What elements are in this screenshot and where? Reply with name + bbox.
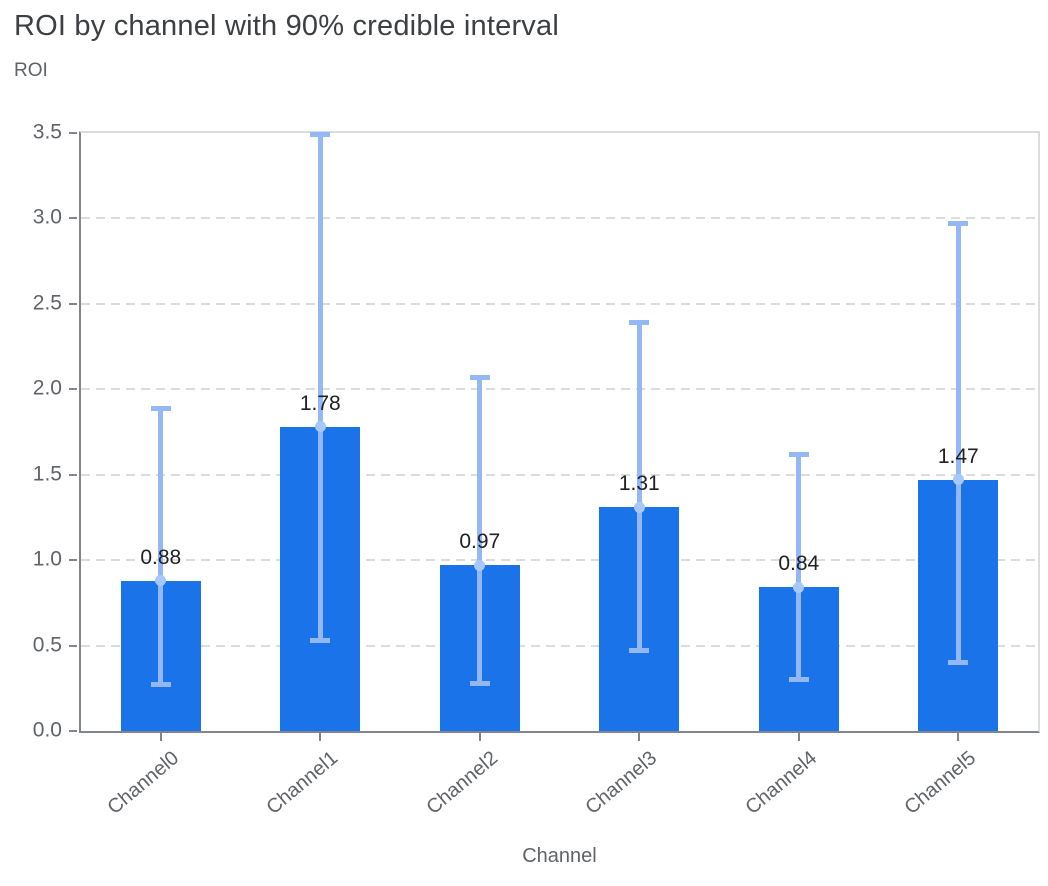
y-tick-label: 0.0 bbox=[32, 718, 62, 742]
x-axis-tick bbox=[957, 733, 960, 741]
x-tick-label: Channel1 bbox=[262, 747, 343, 819]
x-axis-title: Channel bbox=[522, 845, 597, 867]
y-axis-title: ROI bbox=[14, 60, 48, 81]
error-bar-cap-bottom bbox=[948, 660, 969, 666]
error-bar-line bbox=[955, 223, 961, 663]
bar-value-label: 0.88 bbox=[140, 545, 182, 569]
error-bar-cap-bottom bbox=[150, 682, 171, 688]
error-bar-cap-top bbox=[948, 221, 969, 227]
x-tick-label: Channel4 bbox=[741, 747, 821, 819]
y-tick-label: 1.0 bbox=[32, 547, 62, 571]
error-bar-line bbox=[317, 134, 323, 641]
mean-marker bbox=[314, 421, 326, 433]
gridline bbox=[81, 302, 1038, 305]
x-axis-tick bbox=[319, 733, 322, 741]
x-axis-tick bbox=[478, 733, 481, 741]
y-tick-label: 2.5 bbox=[32, 291, 62, 315]
y-tick-label: 3.5 bbox=[32, 120, 62, 144]
x-axis-tick bbox=[159, 733, 162, 741]
mean-marker bbox=[793, 581, 805, 593]
error-bar-cap-bottom bbox=[629, 648, 650, 654]
y-axis-tick bbox=[69, 644, 77, 647]
error-bar-cap-top bbox=[788, 451, 809, 457]
bar-value-label: 0.97 bbox=[459, 530, 501, 554]
x-tick-label: Channel5 bbox=[900, 747, 981, 819]
error-bar-cap-top bbox=[629, 320, 650, 326]
error-bar-line bbox=[636, 322, 642, 651]
gridline bbox=[81, 388, 1038, 391]
y-axis-tick bbox=[69, 559, 77, 562]
error-bar-line bbox=[158, 408, 164, 685]
error-bar-line bbox=[796, 454, 802, 680]
x-tick-label: Channel0 bbox=[103, 747, 183, 819]
y-axis-tick bbox=[69, 302, 77, 305]
y-tick-label: 1.5 bbox=[32, 462, 62, 486]
bar-value-label: 0.84 bbox=[778, 552, 820, 576]
x-axis-tick bbox=[797, 733, 800, 741]
bar-value-label: 1.31 bbox=[618, 472, 660, 496]
plot-area: 0.0 0.5 1.0 1.5 2.0 2.5 3.0 3.5 0.88 Channel0 1.78… bbox=[33, 121, 1040, 819]
x-axis-tick bbox=[638, 733, 641, 741]
y-tick-label: 2.0 bbox=[32, 376, 62, 400]
y-axis-tick bbox=[69, 473, 77, 476]
error-bar-cap-bottom bbox=[469, 680, 490, 686]
bar-value-label: 1.47 bbox=[937, 444, 979, 468]
mean-marker bbox=[474, 559, 486, 571]
plot-inner: 0.0 0.5 1.0 1.5 2.0 2.5 3.0 3.5 0.88 Channel0 1.78… bbox=[33, 121, 1038, 819]
error-bar-cap-top bbox=[150, 405, 171, 411]
error-bar-cap-top bbox=[469, 374, 490, 380]
error-bar-cap-bottom bbox=[788, 677, 809, 683]
mean-marker bbox=[155, 575, 167, 587]
gridline bbox=[81, 217, 1038, 220]
x-tick-label: Channel2 bbox=[422, 747, 502, 819]
y-axis-tick bbox=[69, 217, 77, 220]
y-tick-label: 0.5 bbox=[32, 633, 62, 657]
error-bar-cap-top bbox=[310, 132, 331, 138]
chart-title: ROI by channel with 90% credible interva… bbox=[14, 10, 559, 42]
bar-value-label: 1.78 bbox=[299, 391, 341, 415]
y-axis-tick bbox=[69, 388, 77, 391]
mean-marker bbox=[952, 474, 964, 486]
error-bar-cap-bottom bbox=[310, 637, 331, 643]
error-bar-line bbox=[477, 377, 483, 684]
x-tick-label: Channel3 bbox=[581, 747, 662, 819]
y-axis-tick bbox=[69, 132, 77, 134]
y-axis-tick bbox=[69, 730, 77, 732]
gridline bbox=[81, 473, 1038, 476]
y-tick-label: 3.0 bbox=[32, 205, 62, 229]
gridline bbox=[81, 559, 1038, 562]
gridline bbox=[81, 644, 1038, 647]
mean-marker bbox=[633, 501, 645, 513]
